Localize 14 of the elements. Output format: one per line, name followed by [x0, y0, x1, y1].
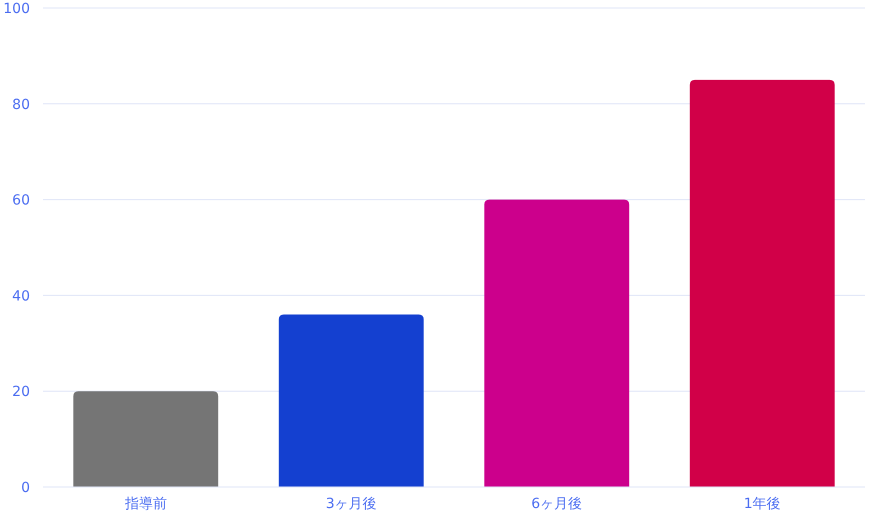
y-tick-label: 0 — [21, 480, 30, 496]
bar — [73, 391, 218, 487]
x-tick-label: 6ヶ月後 — [531, 496, 582, 512]
x-tick-label: 指導前 — [124, 496, 167, 512]
y-tick-label: 60 — [12, 192, 30, 209]
y-tick-label: 100 — [3, 1, 30, 17]
y-tick-label: 40 — [12, 288, 30, 304]
bar — [278, 314, 424, 487]
x-tick-label: 3ヶ月後 — [326, 496, 377, 512]
bar — [690, 80, 835, 487]
y-tick-label: 20 — [12, 384, 30, 400]
x-tick-label: 1年後 — [744, 496, 781, 512]
bar — [484, 200, 630, 487]
y-tick-label: 80 — [12, 96, 30, 113]
